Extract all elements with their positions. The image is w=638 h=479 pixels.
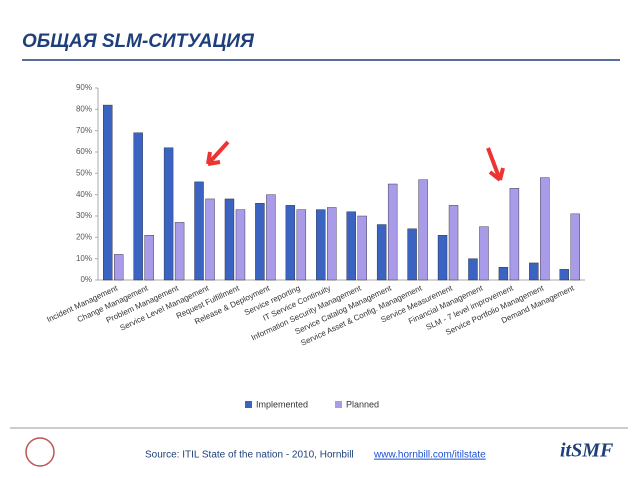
bar [570,213,580,281]
y-tick-label: 10% [76,254,92,263]
bar [316,209,326,281]
bar [498,267,509,281]
bar [529,262,539,281]
bar [266,194,276,281]
bar [163,147,174,281]
legend-label: Implemented [256,399,308,409]
arrow [486,147,505,182]
y-tick-label: 50% [76,168,92,177]
y-tick-label: 40% [76,190,92,199]
bar [509,188,520,281]
y-tick-label: 90% [76,83,92,92]
slide-title: ОБЩАЯ SLM-СИТУАЦИЯ [22,31,255,52]
bar [235,209,246,281]
bar [479,226,489,281]
bar [205,198,215,281]
bar [144,234,154,281]
bar [114,254,124,281]
bar [194,181,204,281]
bar [387,183,398,281]
bar [540,177,550,281]
y-tick-label: 0% [80,275,92,284]
bar [327,207,337,281]
bar [559,269,569,281]
bar [255,202,265,281]
bar [103,104,113,281]
bar [296,209,307,281]
y-tick-label: 70% [76,126,92,135]
bar [448,205,459,281]
source-text: Source: ITIL State of the nation - 2010,… [145,450,354,461]
bar [468,258,478,281]
legend-swatch [245,401,252,408]
bar [133,132,143,281]
bar [357,215,367,281]
y-tick-label: 20% [76,232,92,241]
source-link[interactable]: www.hornbill.com/itilstate [373,450,486,461]
itsmf-logo: itSMF [560,440,614,462]
bar [285,205,296,281]
bar [437,234,448,281]
legend-swatch [335,401,342,408]
y-tick-label: 30% [76,211,92,220]
bar [407,228,417,281]
bar [224,198,235,281]
y-tick-label: 60% [76,147,92,156]
left-logo [25,437,55,467]
y-tick-label: 80% [76,104,92,113]
bar [346,211,356,281]
bar [174,222,185,281]
legend-label: Planned [346,399,379,409]
bar [418,179,428,281]
bar [376,224,387,281]
arrow [206,140,230,166]
